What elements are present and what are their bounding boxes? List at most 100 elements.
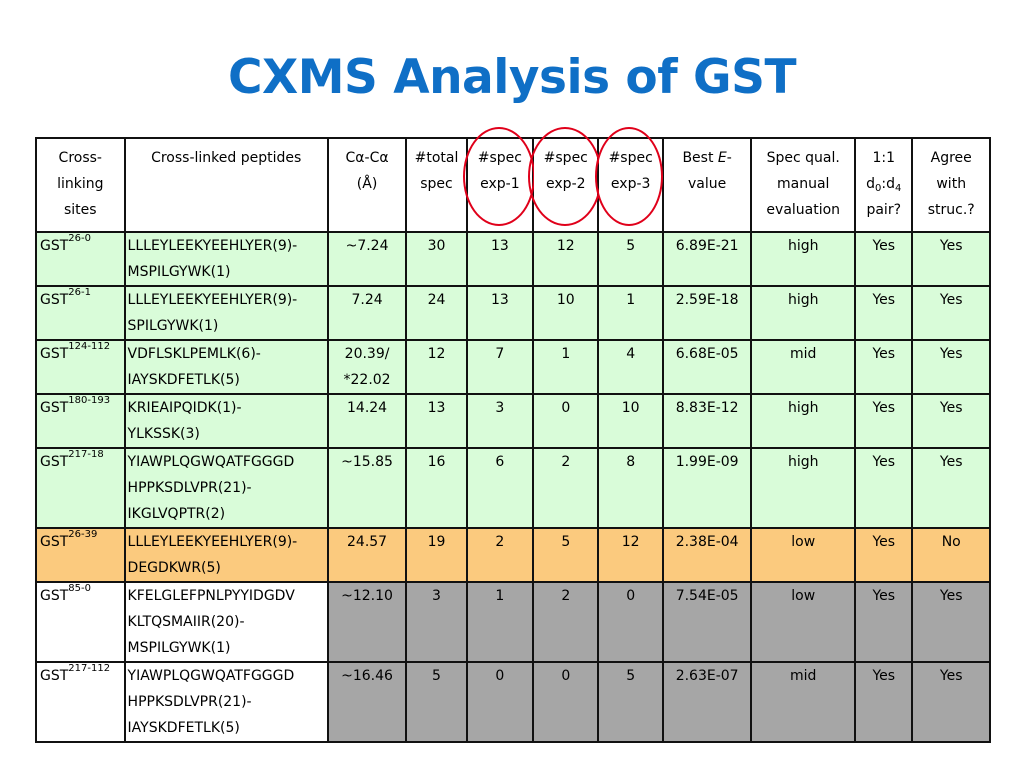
cell-spec-exp2: 10: [532, 285, 600, 341]
cell-agree-structure: Yes: [911, 581, 991, 663]
table-row: GST124-112 VDFLSKLPEMLK(6)- IAYSKDFETLK(5)…: [35, 339, 991, 395]
cell-spec-exp1: 2: [465, 527, 535, 583]
cell-agree-structure: No: [911, 527, 991, 583]
cell-ca-distance: ~15.85: [326, 447, 408, 529]
cell-spec-quality: low: [750, 527, 857, 583]
header-row: Cross- linking sites Cross-linked peptid…: [35, 127, 991, 233]
cell-agree-structure: Yes: [911, 285, 991, 341]
cell-ca-distance: 20.39/*22.02: [326, 339, 408, 395]
cell-crosslink-site: GST180-193: [35, 393, 126, 449]
cell-spec-quality: mid: [750, 661, 857, 743]
cell-agree-structure: Yes: [911, 393, 991, 449]
cell-pair: Yes: [854, 285, 914, 341]
cell-peptides: KRIEAIPQIDK(1)- YLKSSK(3): [123, 393, 329, 449]
cell-ca-distance: 14.24: [326, 393, 408, 449]
cell-peptides: KFELGLEFPNLPYYIDGDV KLTQSMAIIR(20)- MSPILG…: [123, 581, 329, 663]
cell-pair: Yes: [854, 661, 914, 743]
cell-best-evalue: 2.63E-07: [661, 661, 753, 743]
table-row: GST217-18 YIAWPLQGWQATFGGGD HPPKSDLVPR(21)…: [35, 447, 991, 529]
cell-best-evalue: 6.68E-05: [661, 339, 753, 395]
cell-spec-exp1: 7: [465, 339, 535, 395]
cell-pair: Yes: [854, 581, 914, 663]
cell-crosslink-site: GST26-39: [35, 527, 126, 583]
table-row: GST26-39 LLLEYLEEKYEEHLYER(9)- DEGDKWR(5) 2…: [35, 527, 991, 583]
cell-peptides: YIAWPLQGWQATFGGGD HPPKSDLVPR(21)- IAYSKDFE…: [123, 661, 329, 743]
cell-spec-exp2: 12: [532, 231, 600, 287]
cell-spec-exp2: 2: [532, 581, 600, 663]
cell-ca-distance: ~7.24: [326, 231, 408, 287]
cell-total-spec: 19: [405, 527, 468, 583]
header-spec-exp1: #spec exp-1: [462, 127, 535, 233]
header-spec-quality: Spec qual. manual evaluation: [750, 137, 857, 233]
cell-crosslink-site: GST124-112: [35, 339, 126, 395]
table-row: GST85-0 KFELGLEFPNLPYYIDGDV KLTQSMAIIR(20)…: [35, 581, 991, 663]
cell-spec-exp1: 13: [465, 231, 535, 287]
cell-spec-exp3: 10: [597, 393, 664, 449]
cell-best-evalue: 2.38E-04: [661, 527, 753, 583]
cell-crosslink-site: GST26-0: [35, 231, 126, 287]
header-total-spec: #total spec: [405, 137, 468, 233]
cell-total-spec: 16: [405, 447, 468, 529]
cell-ca-distance: 7.24: [326, 285, 408, 341]
header-pair: 1:1 d0:d4 pair?: [854, 137, 914, 233]
cell-peptides: LLLEYLEEKYEEHLYER(9)- SPILGYWK(1): [123, 285, 329, 341]
cell-ca-distance: ~12.10: [326, 581, 408, 663]
table-row: GST217-112 YIAWPLQGWQATFGGGD HPPKSDLVPR(21…: [35, 661, 991, 743]
cell-spec-exp1: 3: [465, 393, 535, 449]
cell-spec-quality: high: [750, 447, 857, 529]
cell-spec-exp3: 4: [597, 339, 664, 395]
cell-pair: Yes: [854, 527, 914, 583]
cell-best-evalue: 2.59E-18: [661, 285, 753, 341]
cell-spec-exp3: 8: [597, 447, 664, 529]
header-spec-exp3: #spec exp-3: [595, 127, 664, 233]
cell-total-spec: 12: [405, 339, 468, 395]
header-peptides: Cross-linked peptides: [123, 137, 329, 233]
cell-pair: Yes: [854, 447, 914, 529]
cell-total-spec: 13: [405, 393, 468, 449]
cell-spec-exp3: 1: [597, 285, 664, 341]
cell-pair: Yes: [854, 231, 914, 287]
cell-spec-quality: low: [750, 581, 857, 663]
cell-total-spec: 5: [405, 661, 468, 743]
table-body: GST26-0 LLLEYLEEKYEEHLYER(9)- MSPILGYWK(1)…: [35, 231, 991, 743]
cell-pair: Yes: [854, 393, 914, 449]
header-sites: Cross- linking sites: [35, 137, 126, 233]
cell-spec-exp2: 5: [532, 527, 600, 583]
cell-crosslink-site: GST217-18: [35, 447, 126, 529]
cell-best-evalue: 7.54E-05: [661, 581, 753, 663]
slide-title: CXMS Analysis of GST: [227, 50, 797, 105]
cell-spec-exp2: 2: [532, 447, 600, 529]
cell-agree-structure: Yes: [911, 231, 991, 287]
cell-spec-quality: high: [750, 393, 857, 449]
cell-agree-structure: Yes: [911, 447, 991, 529]
cell-spec-exp3: 12: [597, 527, 664, 583]
cell-spec-exp3: 5: [597, 661, 664, 743]
cell-spec-quality: mid: [750, 339, 857, 395]
cell-crosslink-site: GST26-1: [35, 285, 126, 341]
cell-agree-structure: Yes: [911, 339, 991, 395]
header-agree-structure: Agree with struc.?: [911, 137, 991, 233]
cell-crosslink-site: GST217-112: [35, 661, 126, 743]
table-row: GST180-193 KRIEAIPQIDK(1)- YLKSSK(3) 14.24 1…: [35, 393, 991, 449]
cell-best-evalue: 6.89E-21: [661, 231, 753, 287]
cell-best-evalue: 1.99E-09: [661, 447, 753, 529]
cell-best-evalue: 8.83E-12: [661, 393, 753, 449]
cell-total-spec: 30: [405, 231, 468, 287]
cell-spec-exp2: 1: [532, 339, 600, 395]
cell-total-spec: 3: [405, 581, 468, 663]
cxms-results-table: Cross- linking sites Cross-linked peptid…: [35, 127, 991, 743]
cell-spec-exp3: 5: [597, 231, 664, 287]
cell-spec-exp1: 6: [465, 447, 535, 529]
cell-spec-exp2: 0: [532, 661, 600, 743]
cell-peptides: LLLEYLEEKYEEHLYER(9)- MSPILGYWK(1): [123, 231, 329, 287]
cell-agree-structure: Yes: [911, 661, 991, 743]
cell-ca-distance: 24.57: [326, 527, 408, 583]
cell-spec-exp1: 0: [465, 661, 535, 743]
cell-total-spec: 24: [405, 285, 468, 341]
header-ca-distance: Cα-Cα (Å): [326, 137, 408, 233]
header-best-evalue: Best E- value: [661, 137, 753, 233]
table-row: GST26-0 LLLEYLEEKYEEHLYER(9)- MSPILGYWK(1)…: [35, 231, 991, 287]
cell-spec-exp2: 0: [532, 393, 600, 449]
cell-spec-quality: high: [750, 285, 857, 341]
cell-spec-exp1: 1: [465, 581, 535, 663]
